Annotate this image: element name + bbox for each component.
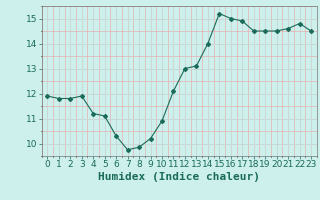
X-axis label: Humidex (Indice chaleur): Humidex (Indice chaleur)	[98, 172, 260, 182]
